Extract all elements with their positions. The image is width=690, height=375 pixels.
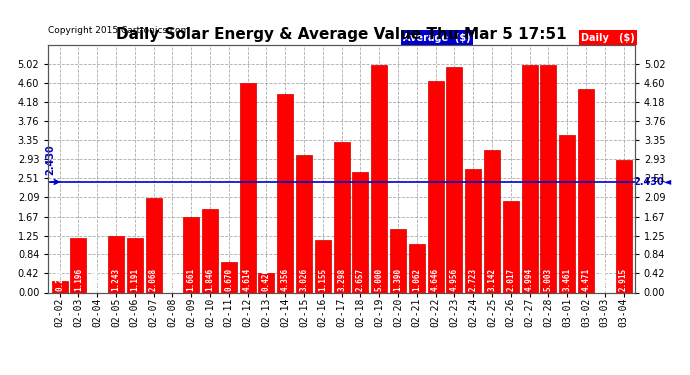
Bar <box>333 142 350 292</box>
Bar <box>239 82 255 292</box>
Text: 0.248: 0.248 <box>55 267 64 291</box>
Text: Copyright 2015 Cartronics.com: Copyright 2015 Cartronics.com <box>48 26 190 35</box>
Bar <box>615 160 631 292</box>
Bar <box>484 150 500 292</box>
Bar <box>70 238 86 292</box>
Text: 2.657: 2.657 <box>356 267 365 291</box>
Text: Average  ($): Average ($) <box>403 33 471 42</box>
Bar <box>258 273 275 292</box>
Bar <box>390 229 406 292</box>
Text: 1.390: 1.390 <box>393 267 402 291</box>
Bar <box>578 89 594 292</box>
Text: 2.068: 2.068 <box>149 267 158 291</box>
Text: 3.026: 3.026 <box>299 267 308 291</box>
Bar <box>408 244 425 292</box>
Text: 3.142: 3.142 <box>487 267 496 291</box>
Bar <box>277 94 293 292</box>
Bar <box>315 240 331 292</box>
Text: 4.471: 4.471 <box>582 267 591 291</box>
Bar <box>503 201 519 292</box>
Bar <box>522 65 538 292</box>
Text: 1.062: 1.062 <box>412 267 421 291</box>
Text: 2.915: 2.915 <box>619 267 628 291</box>
Bar <box>428 81 444 292</box>
Bar <box>108 236 124 292</box>
Bar <box>183 217 199 292</box>
Text: 0.420: 0.420 <box>262 267 271 291</box>
Bar <box>559 135 575 292</box>
Bar <box>371 65 387 292</box>
Text: 0.670: 0.670 <box>224 267 233 291</box>
Text: 1.196: 1.196 <box>74 267 83 291</box>
Bar <box>446 67 462 292</box>
Text: 4.646: 4.646 <box>431 267 440 291</box>
Text: 0.000: 0.000 <box>92 267 101 291</box>
Text: 2.723: 2.723 <box>469 267 477 291</box>
Bar <box>221 262 237 292</box>
Bar <box>296 155 312 292</box>
Text: 1.243: 1.243 <box>112 267 121 291</box>
Bar <box>202 209 218 292</box>
Text: 2.017: 2.017 <box>506 267 515 291</box>
Text: 3.461: 3.461 <box>562 267 571 291</box>
Text: 4.956: 4.956 <box>450 267 459 291</box>
Text: 2.430◄: 2.430◄ <box>633 177 671 187</box>
Bar <box>353 172 368 292</box>
Text: 4.614: 4.614 <box>243 267 252 291</box>
Text: 5.003: 5.003 <box>544 267 553 291</box>
Text: 4.994: 4.994 <box>525 267 534 291</box>
Text: 5.000: 5.000 <box>375 267 384 291</box>
Text: 0.000: 0.000 <box>600 267 609 291</box>
Bar <box>52 281 68 292</box>
Text: 4.356: 4.356 <box>281 267 290 291</box>
Text: 1.155: 1.155 <box>318 267 327 291</box>
Text: 1.661: 1.661 <box>187 267 196 291</box>
Bar <box>146 198 161 292</box>
Bar <box>465 169 481 292</box>
Text: 3.298: 3.298 <box>337 267 346 291</box>
Text: Daily   ($): Daily ($) <box>581 33 635 42</box>
Text: 1.191: 1.191 <box>130 267 139 291</box>
Bar <box>540 65 556 292</box>
Text: 1.846: 1.846 <box>206 267 215 291</box>
Text: 2.430: 2.430 <box>45 144 55 175</box>
Text: 0.000: 0.000 <box>168 267 177 291</box>
Bar <box>127 238 143 292</box>
Title: Daily Solar Energy & Average Value Thu Mar 5 17:51: Daily Solar Energy & Average Value Thu M… <box>116 27 567 42</box>
